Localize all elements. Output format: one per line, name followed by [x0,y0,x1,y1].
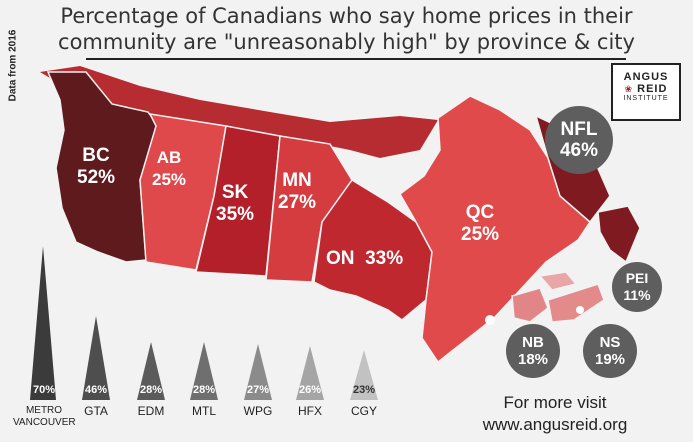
city-name-mtl: MTL [178,405,230,417]
call-to-action: For more visit www.angusreid.org [455,392,655,436]
city-name-wpg: WPG [232,405,284,417]
city-name-gta: GTA [70,405,122,417]
city-value-vancouver: 70% [30,384,58,396]
cta-website-link[interactable]: www.angusreid.org [455,414,655,436]
city-name-edm: EDM [125,405,177,417]
city-name-vancouver: METRO VANCOUVER [13,405,75,429]
city-value-wpg: 27% [244,384,272,396]
cta-line-1: For more visit [455,392,655,414]
city-value-gta: 46% [82,384,110,396]
city-value-mtl: 28% [190,384,218,396]
city-name-hfx: HFX [284,405,336,417]
city-name-cgy: CGY [338,405,390,417]
city-value-edm: 28% [137,384,165,396]
city-value-cgy: 23% [350,384,378,396]
city-spike-vancouver [30,246,56,400]
city-value-hfx: 26% [296,384,324,396]
